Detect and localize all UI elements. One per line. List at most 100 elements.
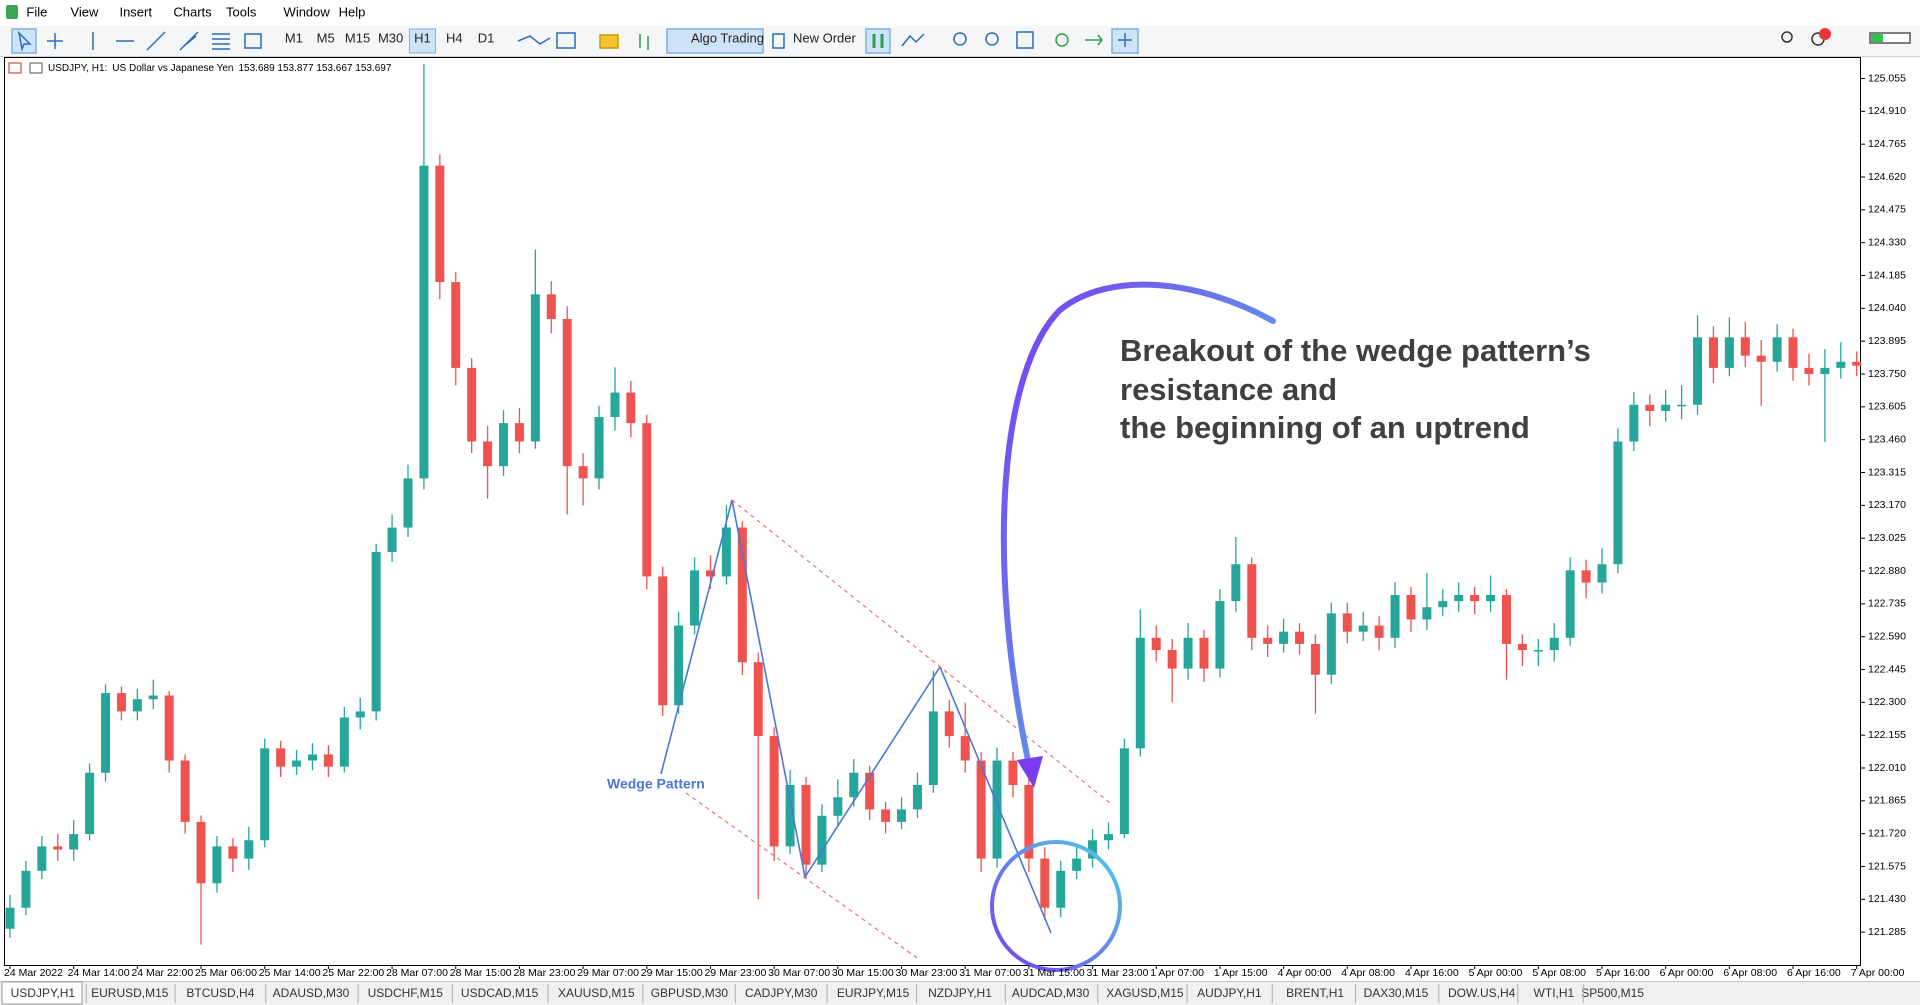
line-chart-icon[interactable] [901, 33, 925, 47]
active-tab[interactable] [1, 981, 83, 1005]
search-icon[interactable] [1781, 31, 1793, 43]
new-order-label[interactable]: New Order [793, 30, 857, 45]
x-tick-label: 1 Apr 15:00 [1214, 967, 1268, 979]
x-tick-label: 4 Apr 00:00 [1278, 967, 1332, 979]
cursor-icon [17, 30, 32, 52]
candle-body [1454, 595, 1464, 602]
symbol-tab[interactable]: XAGUSD,M15 [1106, 986, 1184, 1000]
candle-body [976, 760, 986, 859]
description: US Dollar vs Japanese Yen [112, 63, 233, 74]
symbol-tab[interactable]: EURUSD,M15 [91, 986, 169, 1000]
y-tick-label: 122.590 [1868, 630, 1906, 642]
symbol-tab[interactable]: AUDJPY,H1 [1197, 986, 1262, 1000]
y-tick-label: 122.735 [1868, 598, 1906, 610]
candle-body [339, 717, 349, 767]
candle-body [196, 821, 206, 884]
symbol-tab[interactable]: DOW.US,H4 [1448, 986, 1516, 1000]
symbol-tab[interactable]: NZDJPY,H1 [928, 986, 992, 1000]
x-tick-label: 30 Mar 07:00 [768, 967, 830, 979]
candle-body [1374, 625, 1384, 638]
candle-body [1581, 570, 1591, 583]
symbol-tab[interactable]: USDCAD,M15 [461, 986, 539, 1000]
menu-item[interactable]: Insert [119, 4, 152, 19]
settings-icon[interactable] [1055, 33, 1069, 47]
symbol-tab[interactable]: USDCHF,M15 [368, 986, 444, 1000]
annotation-line: resistance and [1120, 372, 1337, 407]
algo-trading-label[interactable]: Algo Trading [691, 30, 764, 45]
candle-body [817, 815, 827, 865]
y-tick-label: 123.315 [1868, 466, 1906, 478]
x-tick-label: 29 Mar 07:00 [577, 967, 639, 979]
timeframe-button[interactable]: H1 [414, 30, 431, 45]
menu-item[interactable]: Help [339, 4, 366, 19]
symbol-tab[interactable]: CADJPY,M30 [745, 986, 818, 1000]
algo-trading-button[interactable] [666, 28, 764, 54]
y-tick-label: 124.330 [1868, 236, 1906, 248]
template-icon[interactable] [556, 32, 576, 49]
timeframe-button[interactable]: H4 [446, 30, 463, 45]
zoom-in-icon[interactable] [953, 32, 967, 46]
cursor-button[interactable] [11, 28, 37, 54]
y-tick-label: 121.285 [1868, 926, 1906, 938]
menu-item[interactable]: Charts [173, 4, 212, 19]
tile-icon[interactable] [1016, 31, 1034, 49]
channel-icon[interactable] [179, 31, 199, 51]
symbol-tab[interactable]: DAX30,M15 [1364, 986, 1429, 1000]
x-tick-label: 31 Mar 15:00 [1023, 967, 1085, 979]
candle-body [626, 392, 636, 424]
timeframe-button[interactable]: M15 [345, 30, 370, 45]
y-tick-label: 123.460 [1868, 433, 1906, 445]
bar-chart-button[interactable] [865, 28, 891, 54]
indicator-icon[interactable] [517, 35, 551, 45]
candle-body [1724, 337, 1734, 368]
toolbar-icons [11, 28, 1911, 54]
y-tick-label: 122.880 [1868, 565, 1906, 577]
candle-body [1470, 595, 1480, 602]
symbol-tab[interactable]: WTI,H1 [1534, 986, 1575, 1000]
symbol-tab[interactable]: SP500,M15 [1581, 986, 1644, 1000]
candle-body [992, 760, 1002, 859]
shapes-icon[interactable] [244, 33, 262, 49]
symbol-tab[interactable]: ADAUSD,M30 [273, 986, 350, 1000]
wedge-resistance [731, 499, 1111, 804]
menu-item[interactable]: Window [284, 4, 331, 19]
candle-body [1103, 834, 1113, 841]
candle-body [1088, 840, 1098, 859]
symbol-tab[interactable]: XAUUSD,M15 [558, 986, 635, 1000]
candle-body [1708, 337, 1718, 368]
candle-body [483, 441, 493, 467]
menu-item[interactable]: Tools [226, 4, 257, 19]
market-icon[interactable] [639, 34, 649, 50]
candle-body [355, 711, 365, 718]
trendline-icon[interactable] [146, 31, 166, 51]
candle-body [785, 784, 795, 847]
candle-body [960, 736, 970, 761]
menu-bar [0, 0, 1920, 26]
autoscroll-icon[interactable] [1085, 34, 1103, 46]
symbol-tab[interactable]: BRENT,H1 [1286, 986, 1344, 1000]
folder-icon[interactable] [599, 34, 619, 49]
candle-body [642, 423, 652, 577]
timeframe-button[interactable]: D1 [478, 30, 495, 45]
candle-body [244, 840, 254, 859]
timeframe-button[interactable]: M30 [378, 30, 403, 45]
timeframe-button[interactable]: M1 [285, 30, 303, 45]
symbol-tab[interactable]: EURJPY,M15 [837, 986, 910, 1000]
crosshair-icon[interactable] [47, 33, 63, 49]
candle-body [228, 846, 238, 859]
zoom-out-icon[interactable] [985, 32, 999, 46]
candle-body [1024, 784, 1034, 859]
symbol-tab[interactable]: AUDCAD,M30 [1012, 986, 1090, 1000]
candle-body [1820, 367, 1830, 375]
menu-item[interactable]: View [70, 4, 99, 19]
timeframe-button[interactable]: M5 [317, 30, 335, 45]
candle-body [371, 551, 381, 712]
symbol-tab[interactable]: USDJPY,H1 [11, 986, 76, 1000]
fibo-icon[interactable] [212, 33, 230, 50]
symbol-tab[interactable]: BTCUSD,H4 [186, 986, 254, 1000]
symbol-tab[interactable]: GBPUSD,M30 [651, 986, 729, 1000]
candle-body [1597, 564, 1607, 583]
y-tick-label: 123.170 [1868, 499, 1906, 511]
menu-item[interactable]: File [26, 4, 47, 19]
